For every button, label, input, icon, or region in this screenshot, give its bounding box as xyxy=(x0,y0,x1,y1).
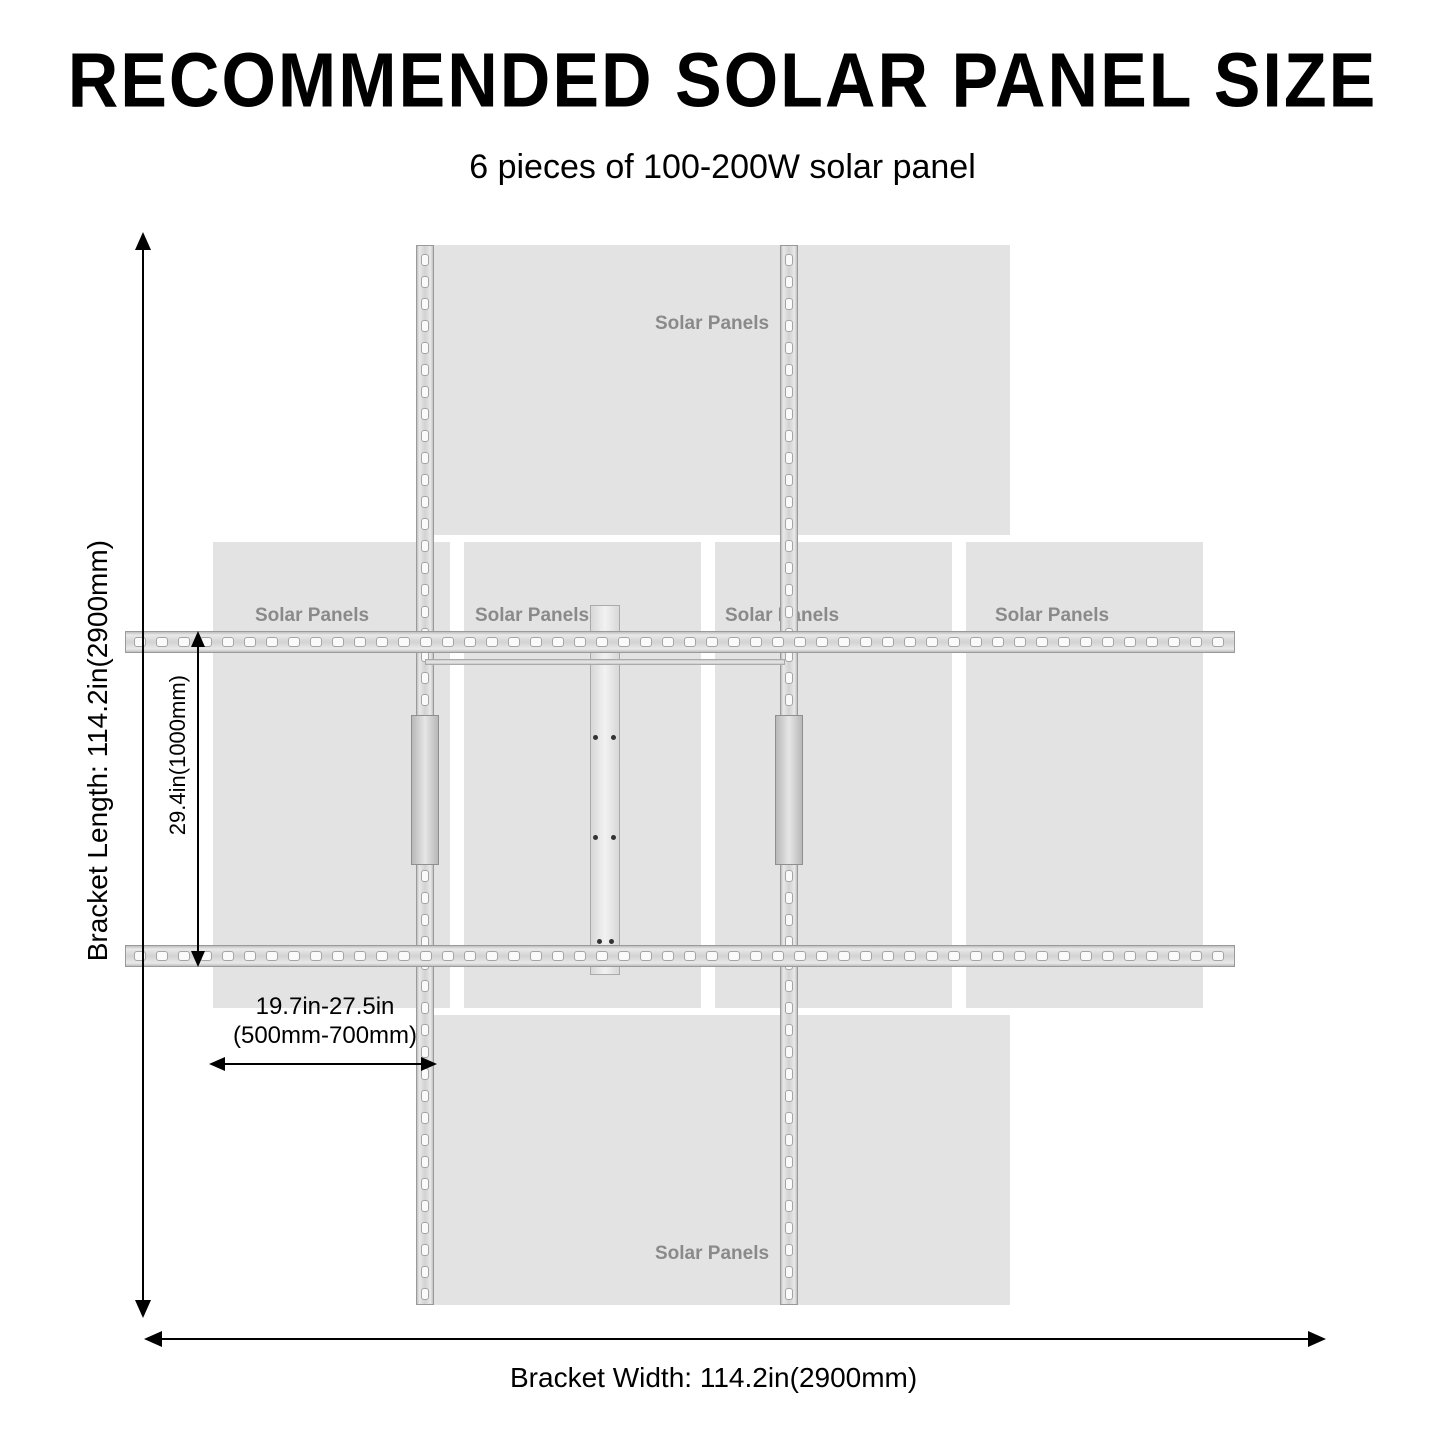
dim-line-inner-vertical xyxy=(197,641,199,957)
arrowhead-up-icon xyxy=(135,232,151,250)
subtitle: 6 pieces of 100-200W solar panel xyxy=(0,148,1445,187)
dim-inner-vertical-label: 29.4in(1000mm) xyxy=(165,675,191,835)
diagram-canvas: Solar Panels Solar Panels Solar Panels S… xyxy=(125,245,1310,1305)
arrowhead-down-icon xyxy=(191,951,205,967)
horizontal-rail-top xyxy=(125,631,1235,653)
arrowhead-right-icon xyxy=(421,1057,437,1071)
dim-line-bracket-width xyxy=(160,1338,1310,1340)
clamp xyxy=(411,715,439,865)
arrowhead-up-icon xyxy=(191,631,205,647)
dim-bracket-length-label: Bracket Length: 114.2in(2900mm) xyxy=(82,540,114,961)
panel-label: Solar Panels xyxy=(655,1243,769,1265)
arrowhead-down-icon xyxy=(135,1300,151,1318)
panel-label: Solar Panels xyxy=(475,605,589,627)
bolt-icon xyxy=(593,735,598,740)
thin-crossbar xyxy=(425,659,785,665)
bolt-icon xyxy=(593,835,598,840)
dim-bracket-width-label: Bracket Width: 114.2in(2900mm) xyxy=(510,1362,917,1394)
clamp xyxy=(775,715,803,865)
dim-panel-width-line2: (500mm-700mm) xyxy=(225,1022,425,1051)
horizontal-rail-bottom xyxy=(125,945,1235,967)
dim-line-bracket-length xyxy=(142,248,144,1303)
panel-label: Solar Panels xyxy=(995,605,1109,627)
panel-label: Solar Panels xyxy=(255,605,369,627)
bolt-icon xyxy=(611,835,616,840)
arrowhead-right-icon xyxy=(1308,1331,1326,1347)
dim-panel-width-line1: 19.7in-27.5in xyxy=(225,993,425,1022)
dim-panel-width-label: 19.7in-27.5in (500mm-700mm) xyxy=(225,993,425,1051)
panel-label: Solar Panels xyxy=(655,313,769,335)
main-title: RECOMMENDED SOLAR PANEL SIZE xyxy=(0,36,1445,124)
bolt-icon xyxy=(611,735,616,740)
solar-panel-top xyxy=(420,245,1010,535)
arrowhead-left-icon xyxy=(209,1057,225,1071)
dim-line-panel-width xyxy=(223,1063,423,1065)
arrowhead-left-icon xyxy=(144,1331,162,1347)
